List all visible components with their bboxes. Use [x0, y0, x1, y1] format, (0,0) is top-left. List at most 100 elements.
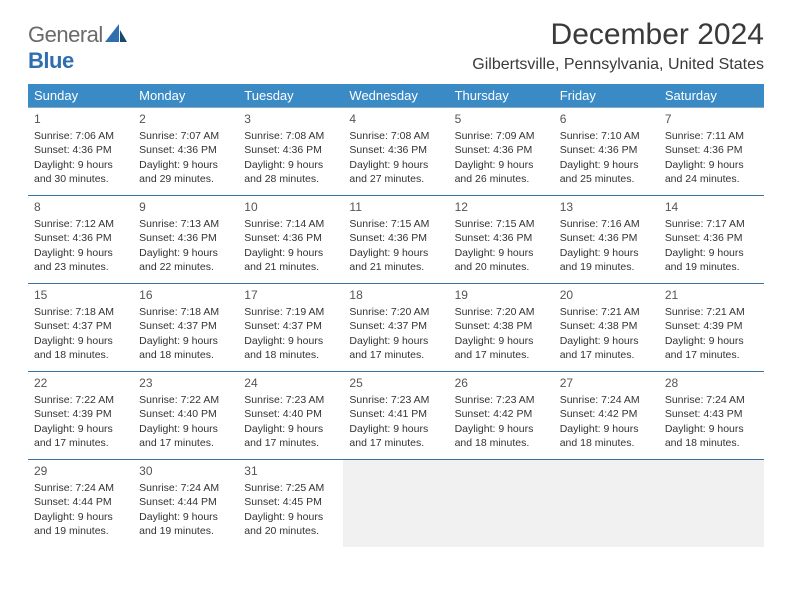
daylight-text: and 21 minutes. — [349, 260, 442, 274]
daylight-text: Daylight: 9 hours — [139, 510, 232, 524]
sunset-text: Sunset: 4:40 PM — [139, 407, 232, 421]
sunset-text: Sunset: 4:36 PM — [349, 143, 442, 157]
daylight-text: and 19 minutes. — [34, 524, 127, 538]
page: General Blue December 2024 Gilbertsville… — [0, 0, 792, 557]
daylight-text: and 17 minutes. — [139, 436, 232, 450]
day-number: 13 — [560, 199, 653, 215]
daylight-text: Daylight: 9 hours — [349, 422, 442, 436]
sunrise-text: Sunrise: 7:12 AM — [34, 217, 127, 231]
daylight-text: Daylight: 9 hours — [560, 422, 653, 436]
sunset-text: Sunset: 4:40 PM — [244, 407, 337, 421]
daylight-text: Daylight: 9 hours — [455, 422, 548, 436]
day-number: 15 — [34, 287, 127, 303]
sunset-text: Sunset: 4:38 PM — [455, 319, 548, 333]
sunrise-text: Sunrise: 7:24 AM — [560, 393, 653, 407]
sunset-text: Sunset: 4:44 PM — [139, 495, 232, 509]
day-header-row: Sunday Monday Tuesday Wednesday Thursday… — [28, 84, 764, 108]
sunrise-text: Sunrise: 7:23 AM — [455, 393, 548, 407]
sunrise-text: Sunrise: 7:24 AM — [34, 481, 127, 495]
day-number: 10 — [244, 199, 337, 215]
sunset-text: Sunset: 4:39 PM — [34, 407, 127, 421]
daylight-text: Daylight: 9 hours — [139, 334, 232, 348]
sunrise-text: Sunrise: 7:20 AM — [455, 305, 548, 319]
calendar-cell: 2Sunrise: 7:07 AMSunset: 4:36 PMDaylight… — [133, 108, 238, 196]
day-number: 2 — [139, 111, 232, 127]
sunset-text: Sunset: 4:36 PM — [139, 231, 232, 245]
daylight-text: Daylight: 9 hours — [34, 246, 127, 260]
calendar-row: 8Sunrise: 7:12 AMSunset: 4:36 PMDaylight… — [28, 196, 764, 284]
sunrise-text: Sunrise: 7:11 AM — [665, 129, 758, 143]
day-number: 24 — [244, 375, 337, 391]
calendar-cell: 18Sunrise: 7:20 AMSunset: 4:37 PMDayligh… — [343, 284, 448, 372]
calendar-cell — [554, 460, 659, 548]
calendar-cell: 12Sunrise: 7:15 AMSunset: 4:36 PMDayligh… — [449, 196, 554, 284]
daylight-text: Daylight: 9 hours — [34, 422, 127, 436]
logo-text-general: General — [28, 22, 103, 47]
sunrise-text: Sunrise: 7:22 AM — [139, 393, 232, 407]
daylight-text: Daylight: 9 hours — [455, 158, 548, 172]
day-header: Saturday — [659, 84, 764, 108]
day-number: 27 — [560, 375, 653, 391]
calendar-cell: 20 Sunrise: 7:21 AMSunset: 4:38 PMDayligh… — [554, 284, 659, 372]
daylight-text: Daylight: 9 hours — [34, 158, 127, 172]
logo-text-blue: Blue — [28, 48, 74, 73]
sunrise-text: Sunrise: 7:15 AM — [455, 217, 548, 231]
calendar-cell — [659, 460, 764, 548]
page-subtitle: Gilbertsville, Pennsylvania, United Stat… — [472, 56, 764, 74]
sunset-text: Sunset: 4:36 PM — [244, 143, 337, 157]
calendar-cell — [343, 460, 448, 548]
calendar-cell: 7Sunrise: 7:11 AMSunset: 4:36 PMDaylight… — [659, 108, 764, 196]
calendar-cell: 5Sunrise: 7:09 AMSunset: 4:36 PMDaylight… — [449, 108, 554, 196]
daylight-text: Daylight: 9 hours — [34, 510, 127, 524]
sunset-text: Sunset: 4:37 PM — [34, 319, 127, 333]
daylight-text: and 22 minutes. — [139, 260, 232, 274]
day-header: Monday — [133, 84, 238, 108]
day-number: 20 — [560, 287, 653, 303]
sunrise-text: Sunrise: 7:13 AM — [139, 217, 232, 231]
day-number: 31 — [244, 463, 337, 479]
daylight-text: and 18 minutes. — [665, 436, 758, 450]
sunset-text: Sunset: 4:45 PM — [244, 495, 337, 509]
daylight-text: Daylight: 9 hours — [349, 246, 442, 260]
page-title: December 2024 — [472, 18, 764, 52]
sunset-text: Sunset: 4:37 PM — [139, 319, 232, 333]
daylight-text: and 21 minutes. — [244, 260, 337, 274]
calendar-cell: 10Sunrise: 7:14 AMSunset: 4:36 PMDayligh… — [238, 196, 343, 284]
sunrise-text: Sunrise: 7:18 AM — [34, 305, 127, 319]
sunset-text: Sunset: 4:36 PM — [34, 231, 127, 245]
daylight-text: Daylight: 9 hours — [349, 334, 442, 348]
sunset-text: Sunset: 4:38 PM — [560, 319, 653, 333]
daylight-text: and 17 minutes. — [349, 436, 442, 450]
sunset-text: Sunset: 4:36 PM — [560, 231, 653, 245]
daylight-text: Daylight: 9 hours — [560, 334, 653, 348]
day-number: 19 — [455, 287, 548, 303]
daylight-text: Daylight: 9 hours — [665, 334, 758, 348]
day-number: 11 — [349, 199, 442, 215]
sunrise-text: Sunrise: 7:06 AM — [34, 129, 127, 143]
sunrise-text: Sunrise: 7:09 AM — [455, 129, 548, 143]
sunrise-text: Sunrise: 7:25 AM — [244, 481, 337, 495]
day-header: Sunday — [28, 84, 133, 108]
day-number: 26 — [455, 375, 548, 391]
sunrise-text: Sunrise: 7:21 AM — [560, 305, 653, 319]
daylight-text: Daylight: 9 hours — [665, 158, 758, 172]
daylight-text: and 28 minutes. — [244, 172, 337, 186]
sunset-text: Sunset: 4:42 PM — [560, 407, 653, 421]
calendar-cell: 9Sunrise: 7:13 AMSunset: 4:36 PMDaylight… — [133, 196, 238, 284]
daylight-text: and 18 minutes. — [139, 348, 232, 362]
sunrise-text: Sunrise: 7:10 AM — [560, 129, 653, 143]
daylight-text: and 17 minutes. — [665, 348, 758, 362]
daylight-text: and 23 minutes. — [34, 260, 127, 274]
calendar-cell: 11Sunrise: 7:15 AMSunset: 4:36 PMDayligh… — [343, 196, 448, 284]
sunrise-text: Sunrise: 7:18 AM — [139, 305, 232, 319]
daylight-text: Daylight: 9 hours — [139, 246, 232, 260]
sunset-text: Sunset: 4:39 PM — [665, 319, 758, 333]
sunrise-text: Sunrise: 7:15 AM — [349, 217, 442, 231]
daylight-text: and 19 minutes. — [139, 524, 232, 538]
sunset-text: Sunset: 4:41 PM — [349, 407, 442, 421]
day-header: Wednesday — [343, 84, 448, 108]
day-number: 6 — [560, 111, 653, 127]
daylight-text: Daylight: 9 hours — [139, 422, 232, 436]
day-header: Thursday — [449, 84, 554, 108]
daylight-text: and 19 minutes. — [560, 260, 653, 274]
